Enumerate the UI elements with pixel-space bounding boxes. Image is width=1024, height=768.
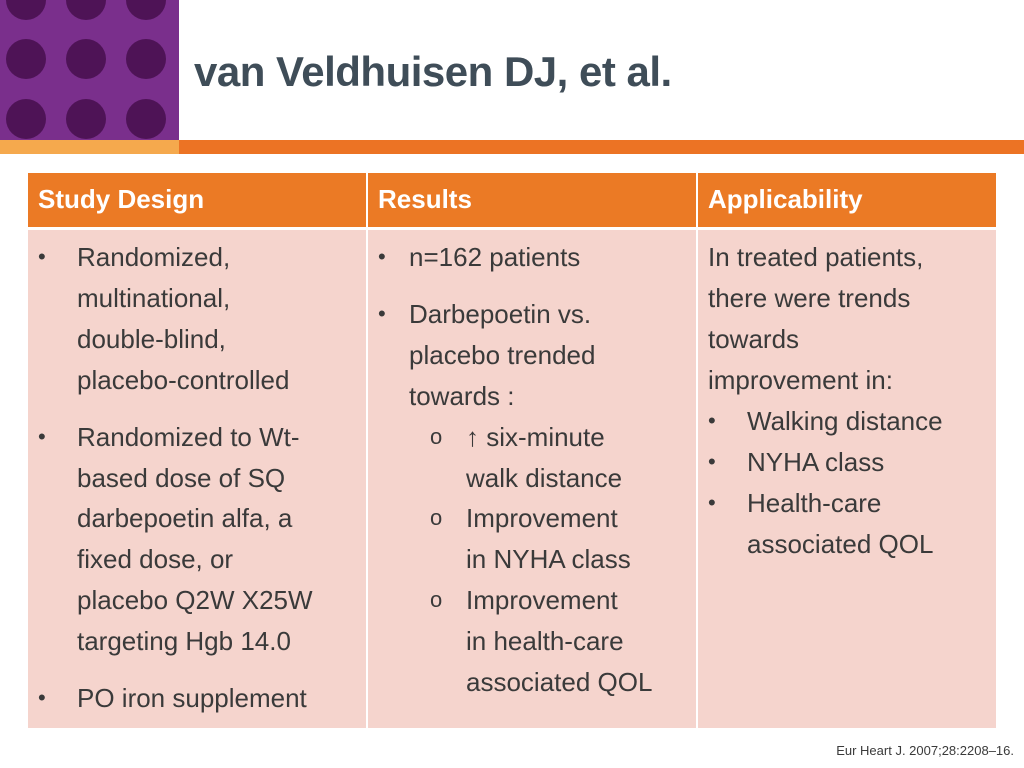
list-item-line: targeting Hgb 14.0 <box>77 626 291 656</box>
list-item-line: towards : <box>409 381 515 411</box>
list-item-line: PO iron supplement <box>77 683 307 713</box>
sub-bullet: o <box>430 505 443 530</box>
list-item-line: multinational, <box>77 283 231 313</box>
header-study-design: Study Design <box>28 173 366 227</box>
list-item-line: Randomized to Wt- <box>77 422 300 452</box>
cell-study-design: • Randomized, multinational, double-blin… <box>28 230 366 728</box>
bullet: • <box>708 408 716 433</box>
list-item-line: placebo trended <box>409 340 596 370</box>
bullet: • <box>38 685 46 710</box>
sub-item-line: in NYHA class <box>466 544 631 574</box>
decorative-dots <box>0 0 179 140</box>
list-item-line: placebo-controlled <box>77 365 290 395</box>
bullet: • <box>708 490 716 515</box>
header-applicability: Applicability <box>698 173 996 227</box>
intro-line: towards <box>708 324 800 354</box>
list-item-line: fixed dose, or <box>77 544 234 574</box>
list-item-line: NYHA class <box>747 447 885 477</box>
list-item-line: based dose of SQ <box>77 463 286 493</box>
header-divider-accent <box>0 140 179 154</box>
sub-item-line: ↑ six-minute <box>466 422 605 452</box>
list-item-line: Randomized, <box>77 242 231 272</box>
bullet: • <box>378 301 386 326</box>
intro-line: there were trends <box>708 283 911 313</box>
list-item-line: darbepoetin alfa, a <box>77 503 293 533</box>
bullet: • <box>378 244 386 269</box>
sub-item-line: Improvement <box>466 503 618 533</box>
cell-results: • n=162 patients • Darbepoetin vs. place… <box>368 230 696 728</box>
bullet: • <box>38 244 46 269</box>
sub-bullet: o <box>430 587 443 612</box>
sub-item-line: Improvement <box>466 585 618 615</box>
list-item-line: double-blind, <box>77 324 226 354</box>
intro-line: improvement in: <box>708 365 893 395</box>
sub-bullet: o <box>430 424 443 449</box>
intro-line: In treated patients, <box>708 242 924 272</box>
header-results: Results <box>368 173 696 227</box>
sub-item-line: in health-care <box>466 626 624 656</box>
list-item-line: Health-care <box>747 488 882 518</box>
cell-applicability: In treated patients, there were trends t… <box>698 230 996 728</box>
list-item-line: associated QOL <box>747 529 934 559</box>
list-item-line: placebo Q2W X25W <box>77 585 313 615</box>
citation: Eur Heart J. 2007;28:2208–16. <box>836 743 1014 758</box>
slide-title: van Veldhuisen DJ, et al. <box>194 48 672 95</box>
bullet: • <box>708 449 716 474</box>
list-item-line: Darbepoetin vs. <box>409 299 592 329</box>
bullet: • <box>38 424 46 449</box>
study-table: Study Design Results Applicability • Ran… <box>28 173 996 728</box>
sub-item-line: walk distance <box>466 463 623 493</box>
header-divider <box>0 140 1024 154</box>
list-item-line: n=162 patients <box>409 242 581 272</box>
sub-item-line: associated QOL <box>466 667 653 697</box>
list-item-line: Walking distance <box>747 406 943 436</box>
